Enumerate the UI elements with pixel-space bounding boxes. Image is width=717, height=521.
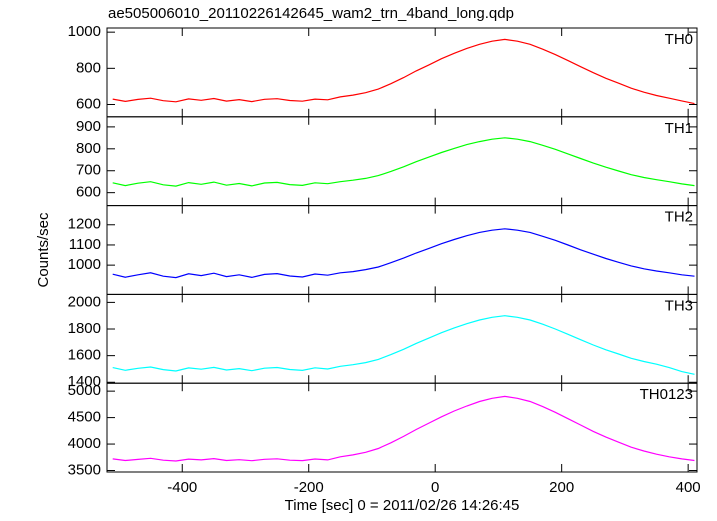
panel-frame: [106, 27, 698, 118]
x-tick-label: 0: [431, 479, 439, 496]
y-tick-label: 600: [76, 184, 101, 201]
series-line: [112, 38, 695, 105]
y-tick-label: 4500: [68, 409, 101, 426]
panel-frame: [106, 293, 698, 384]
x-tick-label: -400: [167, 479, 197, 496]
legend-label: TH0123: [640, 386, 693, 403]
y-tick-label: 800: [76, 140, 101, 157]
y-tick-label: 1800: [68, 320, 101, 337]
legend-label: TH3: [665, 297, 693, 314]
series-line: [112, 395, 695, 462]
y-tick-label: 600: [76, 95, 101, 112]
y-tick-label: 1100: [69, 236, 101, 253]
y-tick-label: 1400: [68, 373, 101, 390]
panel-frame: [106, 382, 698, 473]
y-tick-label: 800: [76, 59, 101, 76]
panel-frame: [106, 205, 698, 295]
x-axis-label: Time [sec] 0 = 2011/02/26 14:26:45: [285, 497, 520, 514]
chart-title: ae505006010_20110226142645_wam2_trn_4ban…: [108, 5, 514, 22]
x-tick-label: 400: [676, 479, 701, 496]
x-tick-label: -200: [294, 479, 324, 496]
series-line: [112, 315, 695, 375]
y-axis-label: Counts/sec: [35, 212, 52, 288]
y-tick-label: 2000: [68, 293, 101, 310]
series-line: [112, 228, 695, 279]
y-tick-label: 4000: [68, 435, 101, 452]
y-tick-label: 900: [76, 118, 101, 135]
series-line: [112, 137, 695, 187]
x-tick-label: 200: [549, 479, 574, 496]
y-tick-label: 1000: [68, 23, 101, 40]
legend-label: TH2: [665, 209, 693, 226]
y-tick-label: 3500: [68, 461, 101, 478]
y-tick-label: 1000: [68, 256, 101, 273]
legend-label: TH0: [665, 31, 693, 48]
y-tick-label: 700: [76, 162, 101, 179]
y-tick-label: 1200: [68, 216, 101, 233]
y-tick-label: 1600: [68, 347, 101, 364]
legend-label: TH1: [665, 120, 693, 137]
panel-frame: [106, 116, 698, 207]
y-tick-label: 5000: [68, 382, 101, 399]
